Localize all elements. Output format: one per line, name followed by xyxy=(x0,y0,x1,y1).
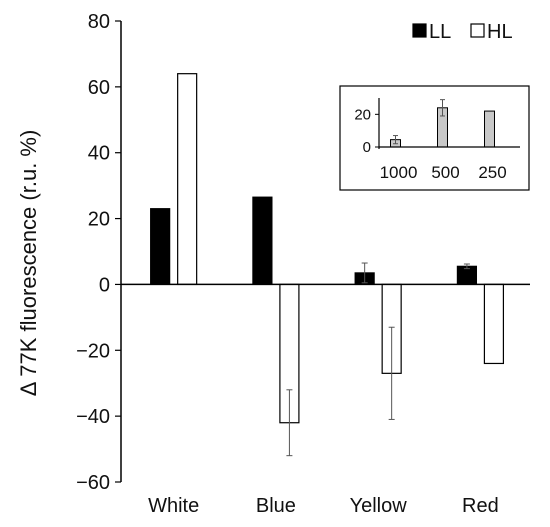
inset-plot: 0 20 1000 500 250 xyxy=(339,85,530,191)
y-tick-label: 60 xyxy=(88,77,110,99)
inset-category-label: 500 xyxy=(431,163,459,182)
legend-swatch-LL xyxy=(412,23,427,38)
y-axis-label: Δ 77K fluorescence (r.u. %) xyxy=(16,130,41,397)
inset-category-label: 1000 xyxy=(380,163,418,182)
y-tick-label: −20 xyxy=(76,340,110,362)
inset-y-tick-label: 0 xyxy=(363,139,371,156)
y-tick-label: −40 xyxy=(76,406,110,428)
category-label-blue: Blue xyxy=(256,495,296,517)
category-label-white: White xyxy=(148,495,199,517)
legend-label-LL: LL xyxy=(429,21,451,43)
inset-y-tick-label: 20 xyxy=(354,106,371,123)
y-tick-label: 40 xyxy=(88,143,110,165)
y-tick-label: 80 xyxy=(88,11,110,33)
inset-frame xyxy=(339,85,530,191)
main-plot: 80 60 40 20 0 −20 −40 −60 White Blue Yellow Red xyxy=(76,11,530,517)
inset-bar-250 xyxy=(484,110,495,148)
y-tick-label: 0 xyxy=(99,274,110,296)
legend: LL HL xyxy=(412,21,513,43)
bar-LL-white xyxy=(150,208,171,286)
category-label-yellow: Yellow xyxy=(350,495,408,517)
legend-swatch-HL xyxy=(470,23,485,38)
inset-category-label: 250 xyxy=(478,163,506,182)
y-tick-label: −60 xyxy=(76,472,110,494)
category-label-red: Red xyxy=(462,495,499,517)
bar-HL-white xyxy=(177,73,198,286)
bar-HL-red xyxy=(483,283,505,365)
y-tick-label: 20 xyxy=(88,209,110,231)
legend-label-HL: HL xyxy=(487,21,513,43)
bar-LL-blue xyxy=(252,196,273,286)
